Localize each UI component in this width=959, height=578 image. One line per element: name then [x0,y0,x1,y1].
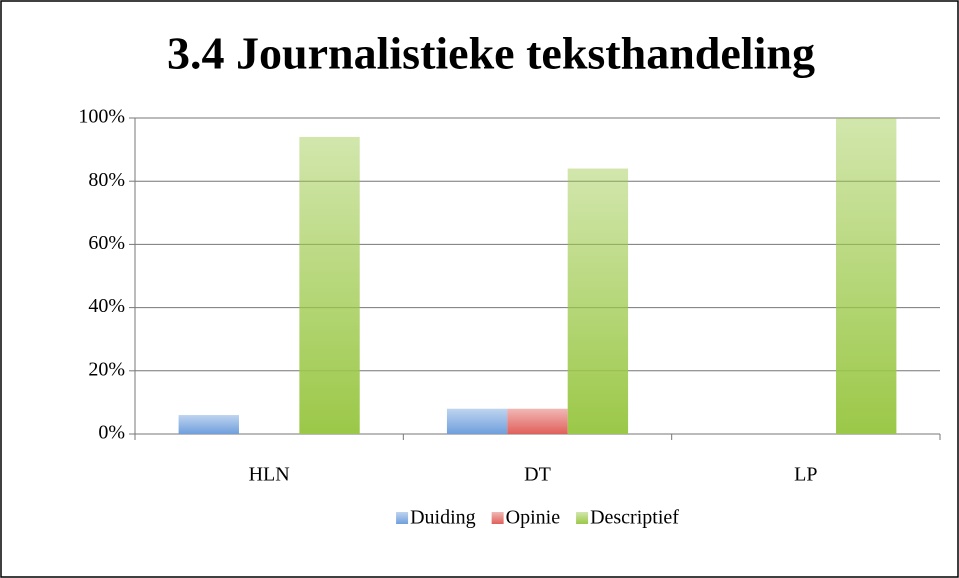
legend-label: Opinie [506,507,561,529]
y-tick-label: 0% [98,422,125,444]
chart-title: 3.4 Journalistieke teksthandeling [167,28,815,79]
x-tick-label: DT [524,464,551,486]
bar [836,118,897,434]
bar [178,415,239,434]
y-tick-label: 60% [88,232,125,254]
legend-swatch [396,512,409,524]
legend-swatch [576,512,589,524]
legend-label: Duiding [410,507,476,529]
y-tick-label: 20% [88,358,125,380]
legend-swatch [491,512,504,524]
bar [446,408,508,434]
y-tick-label: 40% [88,295,125,317]
bar [507,408,568,434]
legend-label: Descriptief [590,507,679,529]
legend: Duiding Opinie Descriptief [396,507,679,529]
bar [299,136,360,434]
x-tick-label: HLN [249,464,290,486]
y-tick-label: 80% [88,169,125,191]
x-tick-label: LP [794,464,817,486]
bar [567,168,629,434]
y-tick-label: 100% [78,106,125,128]
